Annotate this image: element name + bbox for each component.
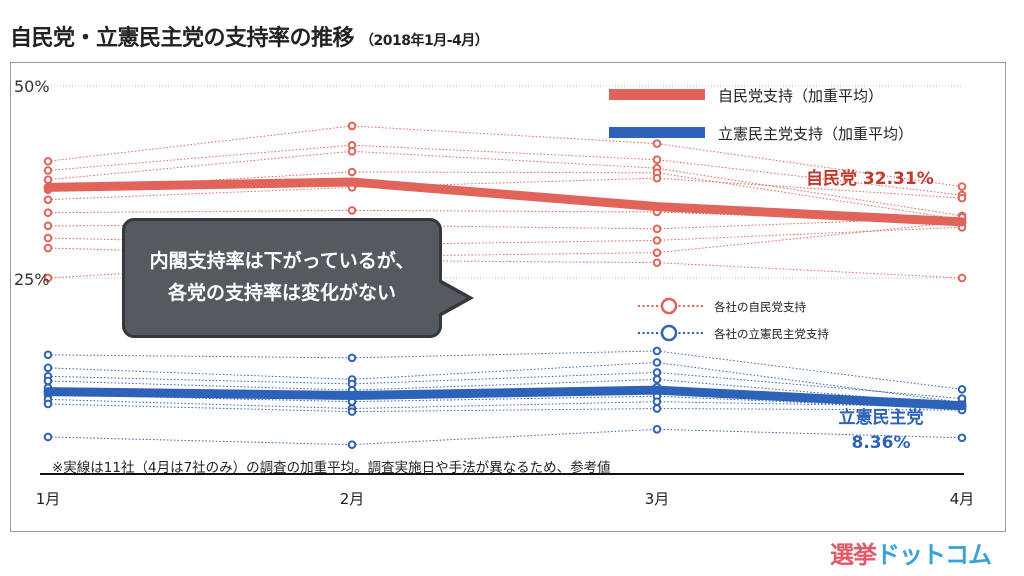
ldp-company-point-1-0 (43, 166, 53, 175)
y-tick-label-25: 25% (14, 270, 50, 289)
y-tick-label-50: 50% (14, 77, 50, 96)
cdp-company-line-0 (47, 350, 963, 390)
cdp-company-point-8-2 (652, 424, 662, 434)
cdp-company-point-7-1 (347, 407, 357, 416)
ldp-company-point-0-2 (652, 139, 662, 148)
callout-tail-fill (438, 282, 467, 314)
ldp-company-point-4-3 (957, 193, 967, 203)
cdp-company-point-1-2 (652, 358, 662, 367)
ldp-company-point-8-2 (652, 248, 662, 257)
ldp-company-point-5-0 (43, 208, 53, 218)
ldp-company-point-2-0 (43, 175, 53, 184)
ldp-company-point-7-0 (43, 233, 53, 243)
cdp-company-point-2-2 (652, 368, 662, 377)
ldp-company-point-0-3 (957, 182, 967, 191)
ldp-company-line-1 (47, 144, 963, 196)
ldp-company-point-0-0 (43, 156, 53, 166)
ldp-company-point-9-2 (652, 258, 662, 267)
x-tick-label-apr: 4月 (949, 490, 975, 508)
cdp-average-line (43, 385, 967, 411)
ldp-company-point-9-0 (43, 273, 53, 283)
site-logo: 選挙ドットコム (830, 535, 992, 570)
cdp-company-point-6-2 (652, 397, 662, 406)
chart-subtitle: （2018年1月-4月） (360, 33, 489, 49)
legend-swatch-ldp-average (609, 89, 705, 100)
cdp-company-line-8 (47, 428, 963, 446)
cdp-company-point-8-0 (43, 432, 53, 442)
ldp-average-line (43, 177, 967, 227)
legend-label-cdp-companies: 各社の立憲民主党支持 (714, 327, 829, 341)
ldp-company-line-0 (47, 125, 963, 188)
legend-label-ldp-average: 自民党支持（加重平均） (718, 87, 884, 105)
cdp-company-point-7-2 (652, 404, 662, 413)
cdp-company-point-0-1 (347, 353, 357, 363)
x-tick-label-mar: 3月 (644, 490, 670, 508)
legend-label-cdp-average: 立憲民主党支持（加重平均） (718, 125, 914, 143)
logo-part-1: 選挙 (830, 541, 877, 569)
ldp-company-line-3 (47, 171, 963, 221)
chart-title: 自民党・立憲民主党の支持率の推移 （2018年1月-4月） (10, 26, 489, 51)
legend-swatch-cdp-companies-marker (660, 324, 678, 342)
logo-part-2: ドットコム (876, 541, 992, 569)
x-tick-label-feb: 2月 (339, 490, 365, 508)
ldp-company-point-1-2 (652, 155, 662, 165)
cdp-annotation-party: 立憲民主党 (838, 408, 924, 428)
ldp-company-point-0-1 (347, 121, 357, 131)
cdp-company-point-0-3 (957, 385, 967, 394)
ldp-company-point-4-0 (43, 195, 53, 204)
ldp-company-point-7-2 (652, 236, 662, 245)
cdp-company-point-1-0 (43, 363, 53, 373)
cdp-company-point-3-2 (652, 375, 662, 384)
ldp-company-point-3-1 (347, 167, 357, 177)
legend-swatch-cdp-average (609, 127, 705, 138)
cdp-company-point-7-0 (43, 399, 53, 409)
footnote: ※実線は11社（4月は7社のみ）の調査の加重平均。調査実施日や手法が異なるため、… (52, 460, 611, 476)
ldp-value-annotation: 自民党 32.31% (806, 169, 934, 189)
ldp-company-point-6-2 (652, 224, 662, 234)
x-tick-label-jan: 1月 (35, 490, 61, 508)
cdp-company-line-1 (47, 361, 963, 403)
legend-swatch-ldp-companies-marker (660, 297, 678, 315)
ldp-company-point-2-1 (347, 146, 357, 156)
cdp-value-annotation: 立憲民主党 8.36% (836, 406, 926, 456)
cdp-company-point-8-1 (347, 440, 357, 449)
callout-box: 内閣支持率は下がっているが、 各党の支持率は変化がない (122, 218, 442, 338)
cdp-annotation-value: 8.36% (851, 433, 911, 453)
callout-line-2: 各党の支持率は変化がない (167, 282, 396, 304)
cdp-company-point-3-0 (43, 376, 53, 386)
cdp-company-point-8-3 (957, 433, 967, 443)
ldp-company-point-8-0 (43, 243, 53, 253)
callout-line-1: 内閣支持率は下がっているが、 (149, 250, 415, 272)
ldp-company-point-6-0 (43, 221, 53, 231)
ldp-company-point-4-2 (652, 173, 662, 183)
cdp-company-point-0-0 (43, 350, 53, 360)
ldp-company-point-9-3 (957, 273, 967, 283)
cdp-company-point-0-2 (652, 346, 662, 356)
chart-frame (10, 62, 1006, 532)
legend-label-ldp-companies: 各社の自民党支持 (714, 300, 806, 314)
ldp-company-point-5-1 (347, 206, 357, 215)
